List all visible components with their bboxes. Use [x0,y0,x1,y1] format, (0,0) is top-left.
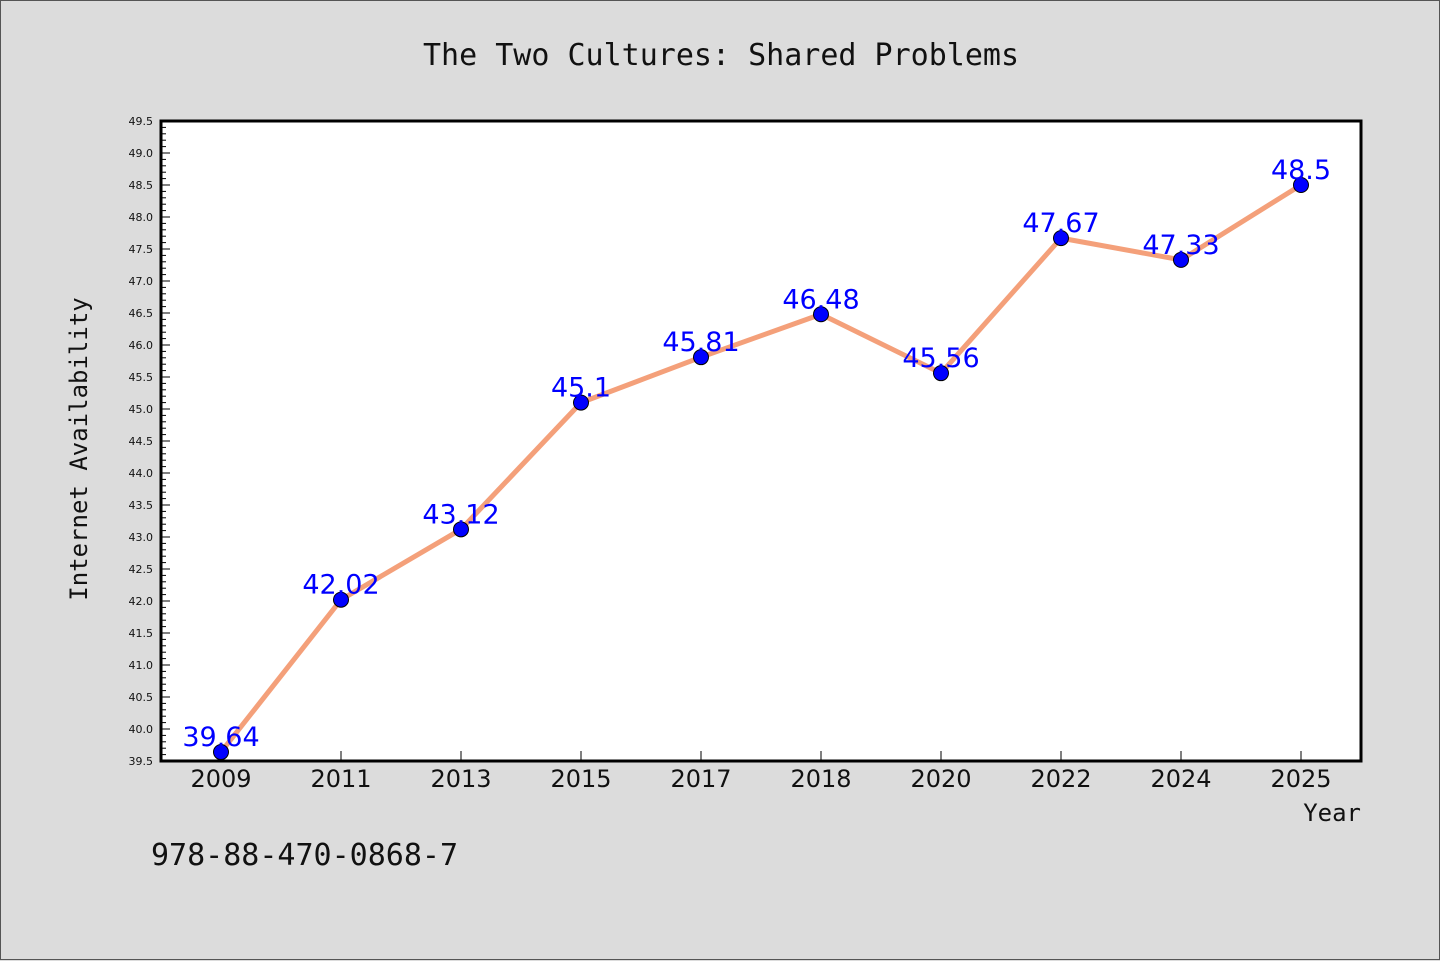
y-tick-label: 40.0 [129,723,154,736]
data-point [693,349,709,366]
data-label: 46.48 [782,284,859,315]
y-tick-label: 45.0 [129,403,154,416]
y-tick-label: 48.0 [129,211,154,224]
data-label: 42.02 [302,570,379,601]
x-tick-label: 2013 [430,765,491,793]
y-tick-label: 48.5 [129,179,154,192]
x-tick-label: 2024 [1150,765,1211,793]
y-tick-label: 40.5 [129,691,154,704]
data-point [933,365,949,382]
data-label: 39.64 [182,722,259,753]
x-tick-label: 2022 [1030,765,1091,793]
chart-title: The Two Cultures: Shared Problems [423,38,1019,73]
y-tick-label: 47.5 [129,243,154,256]
y-tick-label: 43.5 [129,499,154,512]
data-label: 45.1 [551,373,611,404]
data-label: 47.33 [1142,230,1219,261]
series-line-group [218,182,1304,755]
x-tick-label: 2011 [310,765,371,793]
data-point [1173,251,1189,268]
data-label: 47.67 [1022,208,1099,239]
data-point [813,306,829,323]
plot-area [159,119,1363,763]
y-tick-label: 42.0 [129,595,154,608]
data-point [453,521,469,538]
y-tick-label: 43.0 [129,531,154,544]
y-tick-label: 44.5 [129,435,154,448]
x-tick-label: 2009 [190,765,251,793]
y-tick-label: 47.0 [129,275,154,288]
x-tick-label: 2018 [790,765,851,793]
data-label: 45.81 [662,327,739,358]
y-tick-label: 41.0 [129,659,154,672]
x-tick-label: 2017 [670,765,731,793]
x-tick-label: 2015 [550,765,611,793]
x-axis-label: Year [1303,799,1361,827]
x-axis-ticks: 2009 2011 2013 2015 2017 2018 2020 2022 2024 2025 [190,751,1332,793]
data-point [1293,177,1309,193]
y-tick-label: 44.0 [129,467,154,480]
y-tick-label: 41.5 [129,627,154,640]
data-labels: 39.64 42.02 43.12 45.1 45.81 46.48 45.56 47.67 4… [182,155,1331,753]
data-label: 45.56 [902,343,979,374]
isbn-annotation: 978-88-470-0868-7 [151,838,458,873]
x-tick-label: 2025 [1270,765,1331,793]
y-tick-label: 49.5 [129,115,154,128]
y-axis-ticks: 39.5 40.0 40.5 41.0 41.5 42.0 42.5 43.0 43.5 44.0… [129,115,170,768]
data-points [213,177,1309,761]
y-tick-label: 42.5 [129,563,154,576]
data-point [333,591,349,608]
y-tick-label: 49.0 [129,147,154,160]
data-label: 43.12 [422,499,499,530]
y-axis-label: Internet Availability [65,297,93,600]
y-tick-label: 45.5 [129,371,154,384]
y-tick-label: 39.5 [129,755,154,768]
data-label: 48.5 [1271,155,1331,186]
x-tick-label: 2020 [910,765,971,793]
series-line [218,182,1304,755]
y-tick-label: 46.0 [129,339,154,352]
data-point [1053,230,1069,247]
y-tick-label: 46.5 [129,307,154,320]
data-point [573,394,589,411]
data-point [213,744,229,761]
